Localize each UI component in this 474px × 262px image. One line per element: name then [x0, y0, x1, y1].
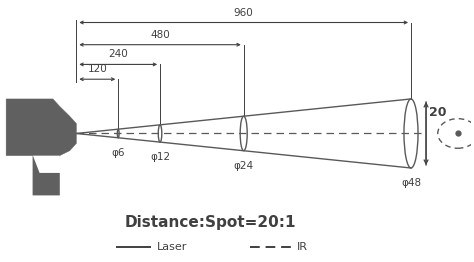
Text: IR: IR	[297, 242, 308, 252]
Text: φ48: φ48	[401, 178, 421, 188]
Polygon shape	[33, 156, 63, 173]
Polygon shape	[6, 99, 76, 195]
Text: 120: 120	[87, 64, 107, 74]
Text: 20: 20	[429, 106, 447, 119]
Text: 960: 960	[234, 8, 254, 18]
Text: φ6: φ6	[111, 148, 125, 158]
Text: 480: 480	[150, 30, 170, 40]
Text: φ12: φ12	[150, 152, 170, 162]
Text: 240: 240	[109, 50, 128, 59]
Text: φ24: φ24	[234, 161, 254, 171]
Text: Laser: Laser	[157, 242, 187, 252]
Text: Distance:Spot=20:1: Distance:Spot=20:1	[125, 215, 296, 230]
